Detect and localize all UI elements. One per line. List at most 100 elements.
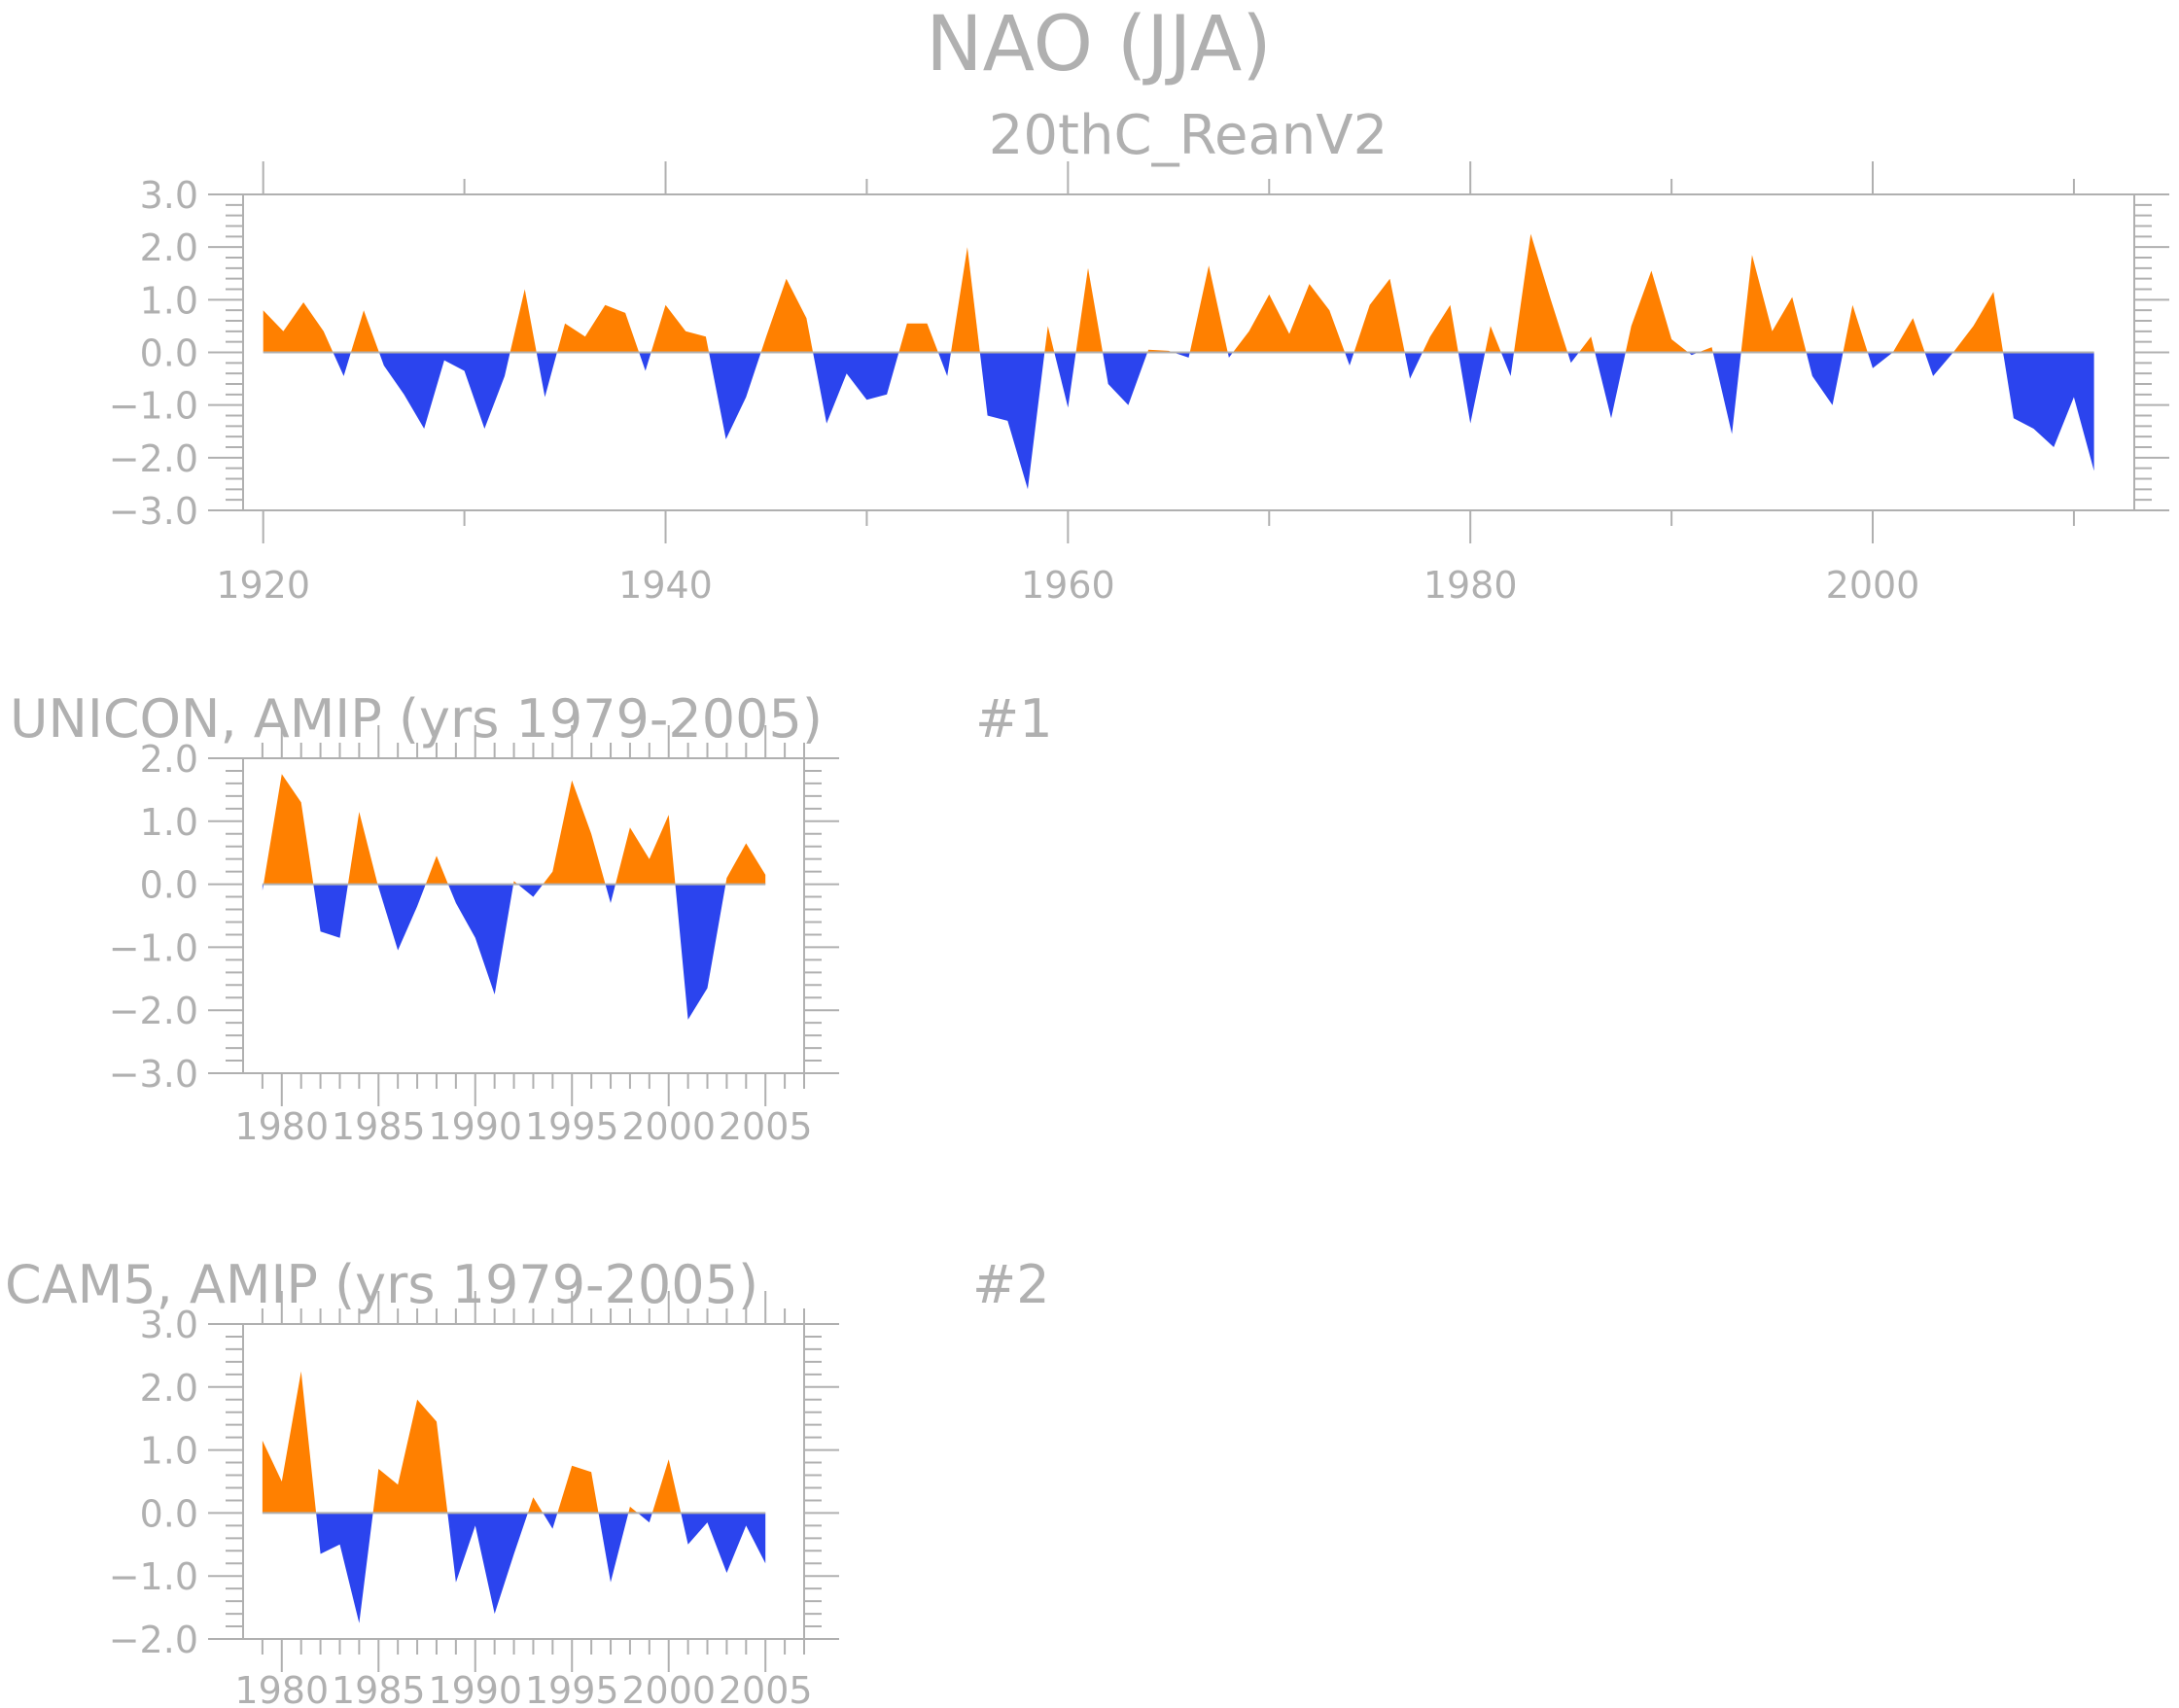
reanalysis-panel: 1920 1940 1960 1980 2000 −3.0 −2.0 −1.0 0.0 1.0 2.…: [109, 161, 2169, 607]
x-tick-label: 2005: [719, 1669, 813, 1708]
x-tick-label: 1990: [428, 1105, 522, 1148]
x-tick-label: 2000: [1826, 564, 1920, 607]
positive-area-7: [951, 247, 980, 353]
y-tick-label: 2.0: [140, 227, 198, 269]
x-tick-label: 1980: [1423, 564, 1518, 607]
negative-area-7: [979, 352, 1045, 490]
positive-area-9: [1075, 267, 1104, 353]
negative-area-12: [1345, 352, 1354, 366]
positive-area-15: [1485, 326, 1501, 353]
negative-area-4: [517, 884, 544, 897]
y-tick-label: −2.0: [109, 990, 198, 1032]
positive-area-1: [347, 812, 378, 885]
y-tick-label: 0.0: [140, 332, 198, 375]
negative-area-5: [813, 352, 899, 424]
x-tick-label: 2000: [621, 1669, 716, 1708]
positive-area-1: [372, 1399, 448, 1514]
y-tick-label: −1.0: [109, 926, 198, 969]
positive-area-2: [527, 1497, 544, 1514]
negative-area-17: [1595, 352, 1626, 419]
x-tick-label: 1980: [234, 1669, 329, 1708]
negative-area-3: [639, 352, 651, 371]
y-tick-label: 1.0: [140, 279, 198, 322]
x-tick-label: 1985: [332, 1669, 426, 1708]
x-tick-label: 1995: [525, 1105, 619, 1148]
panel2-tag: #2: [972, 1254, 1050, 1315]
negative-area-14: [1458, 352, 1486, 424]
negative-area-22: [1924, 352, 1953, 376]
panel1-tag: #1: [975, 688, 1053, 749]
negative-area-4: [709, 352, 761, 439]
positive-area-5: [615, 815, 676, 885]
y-tick-label: 2.0: [140, 738, 198, 781]
positive-area-0: [263, 302, 334, 353]
y-tick-label: 1.0: [140, 801, 198, 844]
negative-area-20: [1806, 352, 1844, 405]
y-tick-label: 3.0: [140, 174, 198, 217]
negative-area-21: [1867, 352, 1893, 368]
positive-area-16: [1514, 233, 1568, 353]
positive-area-3: [557, 1465, 599, 1514]
negative-area-9: [1103, 352, 1148, 405]
positive-area-6: [725, 843, 766, 885]
plot-frame: [242, 1323, 805, 1640]
negative-area-0: [316, 1513, 373, 1623]
x-tick-label: 2000: [621, 1105, 716, 1148]
negative-area-6: [937, 352, 951, 376]
figure-title: NAO (JJA): [926, 1, 1271, 88]
positive-area-5: [760, 278, 814, 353]
x-tick-label: 2005: [719, 1105, 813, 1148]
negative-area-11: [1227, 352, 1233, 358]
y-tick-label: 2.0: [140, 1367, 198, 1410]
x-tick-label: 1920: [216, 564, 310, 607]
positive-area-2: [510, 289, 537, 353]
y-tick-label: −2.0: [109, 1619, 198, 1661]
y-tick-label: 3.0: [140, 1304, 198, 1346]
cam5-panel: 1980 1985 1990 1995 2000 2005 −2.0 −1.0 0.0 1.0 2.…: [109, 1291, 839, 1708]
negative-area-0: [333, 352, 351, 376]
positive-area-12: [1233, 284, 1346, 353]
positive-area-14: [1423, 304, 1459, 353]
x-tick-label: 1940: [618, 564, 713, 607]
y-tick-label: −2.0: [109, 437, 198, 480]
positive-area-6: [898, 323, 938, 353]
negative-area-2: [543, 1513, 558, 1529]
positive-area-2: [425, 855, 448, 885]
y-tick-label: −3.0: [109, 1053, 198, 1096]
negative-area-1: [378, 352, 510, 429]
panel2-title: CAM5, AMIP (yrs 1979-2005): [5, 1254, 758, 1315]
x-tick-label: 1990: [428, 1669, 522, 1708]
positive-area-22: [1892, 318, 1925, 353]
negative-area-6: [675, 884, 726, 1020]
positive-area-19: [1698, 347, 1713, 353]
unicon-panel: 1980 1985 1990 1995 2000 2005 −3.0 −2.0 −1.0 0.0 1…: [109, 725, 839, 1148]
plot-frame: [242, 757, 805, 1074]
figure-subtitle: 20thC_ReanV2: [989, 104, 1388, 167]
positive-area-0: [264, 774, 314, 885]
x-tick-label: 1985: [332, 1105, 426, 1148]
y-tick-label: 0.0: [140, 1492, 198, 1535]
negative-area-3: [447, 884, 513, 994]
positive-area-23: [1952, 292, 2004, 353]
positive-area-5: [651, 1459, 682, 1514]
y-tick-label: 1.0: [140, 1430, 198, 1473]
y-tick-label: 0.0: [140, 864, 198, 907]
positive-area-18: [1625, 270, 1689, 353]
negative-area-3: [598, 1513, 629, 1583]
negative-area-2: [377, 884, 426, 951]
negative-area-2: [536, 352, 557, 398]
negative-area-5: [605, 884, 615, 903]
negative-area-10: [1173, 352, 1190, 358]
y-tick-label: −1.0: [109, 1555, 198, 1598]
positive-area-4: [650, 304, 710, 353]
negative-area-1: [447, 1513, 528, 1615]
negative-area-4: [637, 1513, 652, 1523]
positive-area-8: [1044, 326, 1055, 353]
negative-area-1: [313, 884, 348, 938]
negative-area-13: [1404, 352, 1423, 379]
negative-area-15: [1500, 352, 1514, 376]
positive-area-20: [1740, 255, 1807, 353]
x-tick-label: 1995: [525, 1669, 619, 1708]
positive-area-1: [350, 310, 379, 353]
positive-area-11: [1189, 265, 1228, 353]
